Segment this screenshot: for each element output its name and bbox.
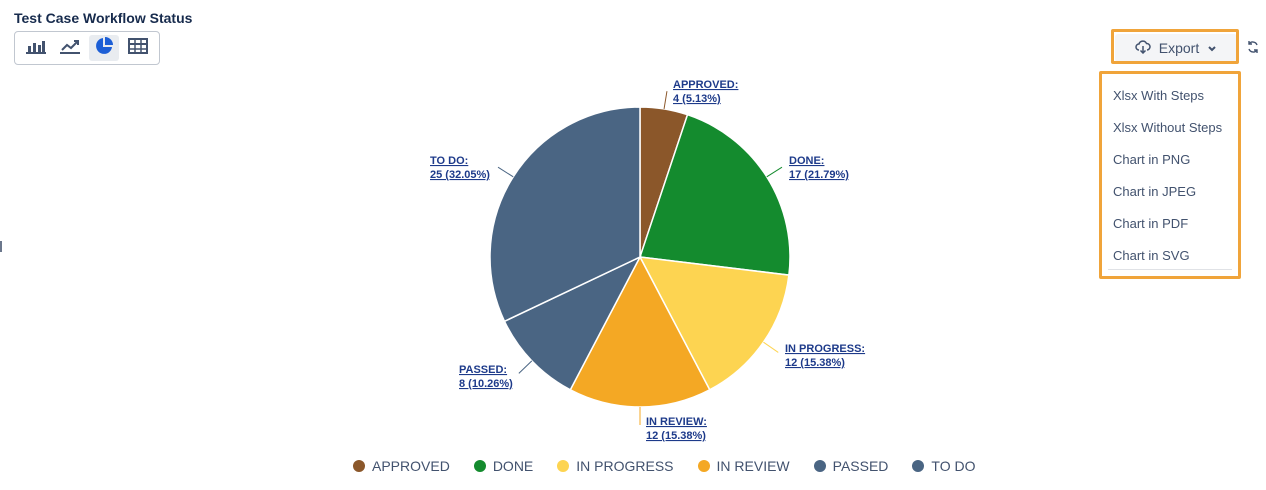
cloud-download-icon xyxy=(1135,39,1151,57)
label-connector-passed xyxy=(518,360,533,374)
legend-item-done[interactable]: DONE xyxy=(473,458,534,474)
chart-legend: APPROVED DONE IN PROGRESS IN REVIEW PASS… xyxy=(353,458,975,474)
slice-label-done[interactable]: DONE: xyxy=(789,155,824,167)
legend-item-in-review[interactable]: IN REVIEW xyxy=(697,458,790,474)
bar-chart-view-button[interactable] xyxy=(21,35,51,61)
legend-dot xyxy=(557,460,570,472)
export-button[interactable]: Export xyxy=(1115,34,1237,62)
pie-chart-icon xyxy=(95,36,113,60)
menu-item-chart-svg[interactable]: Chart in SVG xyxy=(1113,248,1190,263)
export-label: Export xyxy=(1158,40,1200,56)
pie-slice-in-review[interactable] xyxy=(569,255,711,408)
legend-item-passed[interactable]: PASSED xyxy=(813,458,889,474)
pie-slice-done[interactable] xyxy=(638,113,791,276)
slice-value-done[interactable]: 17 (21.79%) xyxy=(789,169,849,181)
table-view-button[interactable] xyxy=(123,35,153,61)
menu-item-chart-jpeg[interactable]: Chart in JPEG xyxy=(1113,184,1197,199)
line-chart-icon xyxy=(60,38,80,59)
label-connector-approved xyxy=(663,91,668,110)
legend-item-approved[interactable]: APPROVED xyxy=(353,458,450,474)
legend-label: PASSED xyxy=(832,458,889,474)
pie-chart: APPROVED: 4 (5.13%) DONE: 17 (21.79%) IN PRO… xyxy=(430,79,865,442)
pie-slice-passed[interactable] xyxy=(503,255,642,391)
slice-label-in-review[interactable]: IN REVIEW: xyxy=(646,416,707,428)
legend-label: DONE xyxy=(492,458,534,474)
pie-chart-view-button[interactable] xyxy=(89,35,119,61)
scroll-edge-marker xyxy=(0,241,2,252)
menu-divider xyxy=(1108,269,1232,270)
legend-dot xyxy=(912,460,925,472)
slice-label-in-progress[interactable]: IN PROGRESS: xyxy=(785,343,865,355)
slice-value-in-progress[interactable]: 12 (15.38%) xyxy=(785,357,845,369)
line-chart-view-button[interactable] xyxy=(55,35,85,61)
slice-label-passed[interactable]: PASSED: xyxy=(459,364,507,376)
legend-label: IN REVIEW xyxy=(716,458,790,474)
table-icon xyxy=(128,37,148,59)
slice-value-approved[interactable]: 4 (5.13%) xyxy=(673,93,721,105)
label-connector-done xyxy=(766,166,783,178)
menu-item-xlsx-with-steps[interactable]: Xlsx With Steps xyxy=(1113,88,1205,103)
pie-slice-in-progress[interactable] xyxy=(638,256,790,391)
legend-dot xyxy=(353,460,365,472)
label-connector-in-progress xyxy=(763,341,779,353)
page-title: Test Case Workflow Status xyxy=(14,10,193,26)
slice-value-in-review[interactable]: 12 (15.38%) xyxy=(646,430,706,442)
slice-value-to-do[interactable]: 25 (32.05%) xyxy=(430,169,490,181)
label-connector-to-do xyxy=(497,166,514,178)
chevron-down-icon xyxy=(1207,40,1217,56)
slice-value-passed[interactable]: 8 (10.26%) xyxy=(459,378,513,390)
legend-item-to-do[interactable]: TO DO xyxy=(912,458,975,474)
export-menu: Xlsx With Steps Xlsx Without Steps Chart… xyxy=(1099,71,1241,279)
refresh-icon[interactable] xyxy=(1246,40,1260,59)
legend-item-in-progress[interactable]: IN PROGRESS xyxy=(557,458,674,474)
legend-label: IN PROGRESS xyxy=(576,458,674,474)
chart-view-toggle xyxy=(14,31,160,65)
bar-chart-icon xyxy=(26,38,46,59)
legend-dot xyxy=(473,460,486,472)
legend-dot xyxy=(697,460,710,472)
legend-label: APPROVED xyxy=(372,458,450,474)
legend-dot xyxy=(813,460,826,472)
slice-label-approved[interactable]: APPROVED: xyxy=(673,79,738,91)
legend-label: TO DO xyxy=(931,458,976,474)
menu-item-chart-png[interactable]: Chart in PNG xyxy=(1113,152,1191,167)
menu-item-chart-pdf[interactable]: Chart in PDF xyxy=(1113,216,1189,231)
menu-item-xlsx-without-steps[interactable]: Xlsx Without Steps xyxy=(1113,120,1223,135)
slice-label-to-do[interactable]: TO DO: xyxy=(430,155,468,167)
